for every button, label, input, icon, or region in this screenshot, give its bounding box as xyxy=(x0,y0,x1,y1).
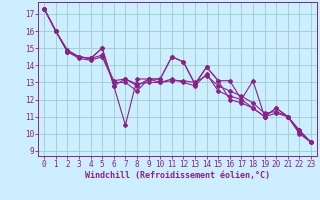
X-axis label: Windchill (Refroidissement éolien,°C): Windchill (Refroidissement éolien,°C) xyxy=(85,171,270,180)
